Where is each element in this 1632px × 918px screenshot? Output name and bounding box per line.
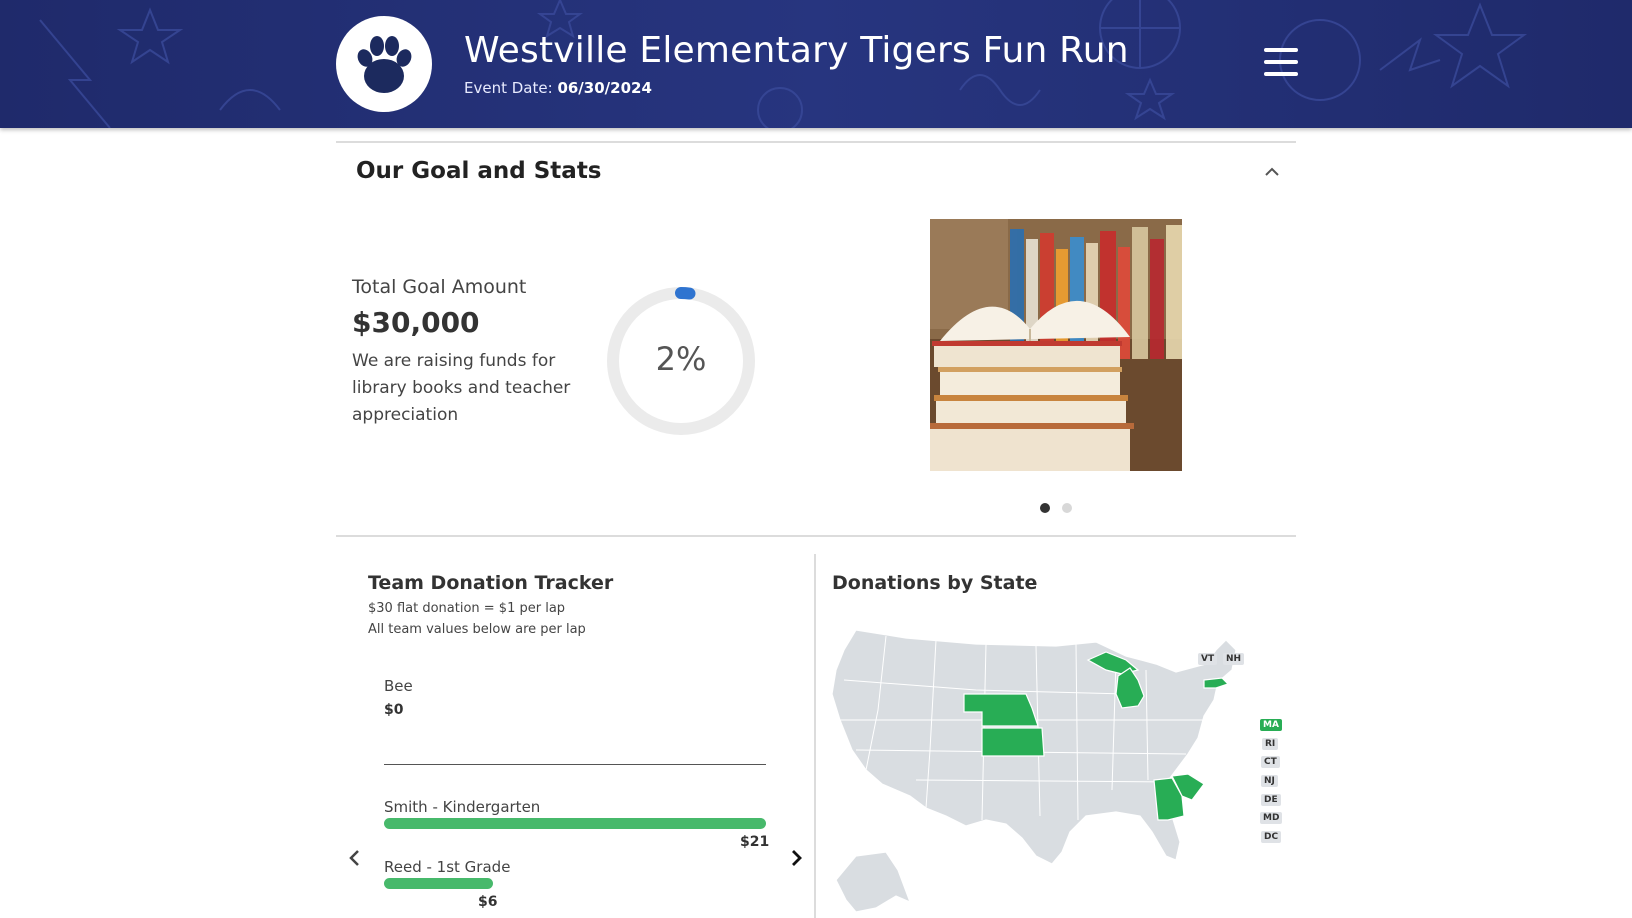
state-michigan [1086,651,1140,675]
hamburger-menu-icon[interactable] [1264,48,1298,78]
alaska [835,851,912,913]
event-date-line: Event Date: 06/30/2024 [464,79,652,97]
tracker-subtitle-2: All team values below are per lap [368,622,586,637]
section-divider-top [336,141,1296,143]
state-tag-nj[interactable]: NJ [1261,775,1278,787]
event-title: Westville Elementary Tigers Fun Run [464,30,1129,71]
chevron-left-icon[interactable] [345,846,365,870]
goal-label: Total Goal Amount [352,276,527,298]
state-michigan-lower [1115,667,1145,709]
chevron-up-icon[interactable] [1262,162,1282,182]
state-tag-md[interactable]: MD [1260,812,1283,824]
goal-description: We are raising funds for library books a… [352,351,571,425]
progress-donut [607,287,755,435]
state-tag-vt[interactable]: VT [1198,653,1218,665]
carousel-dot-2[interactable] [1062,503,1072,513]
team-value: $6 [478,894,498,910]
goal-section-title: Our Goal and Stats [356,158,602,184]
school-logo[interactable] [336,16,432,112]
team-progress-bar [384,878,494,889]
carousel-dot-1[interactable] [1040,503,1050,513]
team-value: $0 [384,702,404,718]
stack-of-books-photo[interactable] [930,219,1182,471]
state-tag-dc[interactable]: DC [1261,831,1282,843]
section-divider-bottom [336,535,1296,537]
team-divider [384,764,766,765]
goal-amount: $30,000 [352,306,480,339]
state-tag-de[interactable]: DE [1261,794,1281,806]
paw-print-icon [357,36,412,93]
progress-percent: 2% [655,340,707,378]
chevron-right-icon[interactable] [786,846,806,870]
state-tag-ct[interactable]: CT [1261,756,1280,768]
team-name: Bee [384,677,413,695]
map-title: Donations by State [832,572,1038,594]
tracker-title: Team Donation Tracker [368,572,614,594]
state-tag-nh[interactable]: NH [1223,653,1245,665]
team-name: Smith - Kindergarten [384,798,541,816]
state-tag-ri[interactable]: RI [1262,738,1279,750]
state-kansas [981,727,1045,757]
site-header: Westville Elementary Tigers Fun Run Even… [0,0,1632,128]
column-divider [814,554,816,918]
us-donations-map [831,629,1237,913]
state-south-carolina [1171,773,1205,801]
header-background-pattern [39,0,1528,128]
event-date-value: 06/30/2024 [557,79,652,97]
state-georgia [1153,777,1185,821]
state-tag-ma[interactable]: MA [1260,719,1282,731]
tracker-subtitle-1: $30 flat donation = $1 per lap [368,601,566,616]
team-name: Reed - 1st Grade [384,858,511,876]
progress-arc [607,287,755,435]
team-progress-bar [384,818,766,829]
state-massachusetts [1203,677,1230,689]
state-nebraska [963,693,1039,727]
event-date-label: Event Date: [464,79,553,97]
team-value: $21 [740,834,770,850]
